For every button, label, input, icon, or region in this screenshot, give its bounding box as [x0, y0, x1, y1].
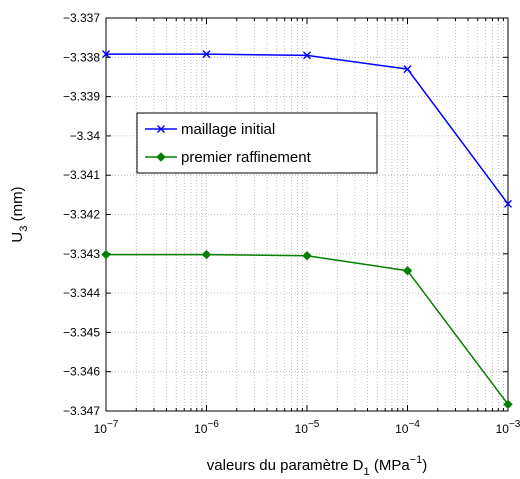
legend-box [136, 112, 378, 174]
x-axis-label-unit-close: ) [422, 457, 427, 474]
data-point [102, 50, 110, 59]
y-tick-label: −3.343 [63, 247, 100, 261]
x-tick-label: 10−5 [295, 419, 320, 436]
x-axis-label: valeurs du paramètre D1 (MPa−1) [207, 454, 427, 478]
y-tick-label: −3.344 [63, 286, 100, 300]
y-tick-label: −3.346 [63, 365, 100, 379]
series-premier-raffinement [101, 249, 513, 410]
data-point [504, 199, 512, 208]
y-tick-label: −3.339 [63, 90, 100, 104]
data-point [101, 249, 111, 260]
legend-label: maillage initial [181, 121, 275, 138]
x-tick-label: 10−7 [94, 419, 119, 436]
x-tick-label: 10−6 [194, 419, 219, 436]
y-tick-label: −3.337 [63, 11, 100, 25]
series-layer [101, 50, 513, 410]
data-point [403, 65, 412, 74]
data-point [503, 399, 513, 410]
legend-marker [156, 152, 166, 162]
y-axis-label: U3 (mm) [9, 186, 30, 242]
data-point [303, 51, 311, 60]
y-tick-label: −3.338 [63, 50, 100, 64]
grid-layer [106, 17, 508, 412]
x-axis-label-superscript: −1 [410, 454, 423, 466]
ticks-layer: −3.337 −3.338 −3.339 −3.34 −3.341 −3.342 −3.34… [63, 11, 520, 436]
x-tick-label: 10−3 [496, 419, 520, 436]
x-axis-label-subscript: 1 [364, 466, 370, 478]
data-point [302, 251, 312, 261]
legend-entry: premier raffinement [145, 149, 312, 166]
legend-label: premier raffinement [181, 149, 312, 166]
y-axis-label-main: U [9, 232, 26, 243]
y-tick-label: −3.341 [63, 168, 100, 182]
legend-marker [157, 125, 165, 133]
legend-entry: maillage initial [145, 121, 275, 138]
y-tick-label: −3.347 [63, 404, 100, 418]
x-tick-label: 10−4 [395, 419, 420, 436]
x-axis-label-main: valeurs du paramètre D [207, 457, 364, 474]
x-axis-label-unit-open: (MPa [370, 457, 411, 474]
series-maillage-initial [102, 50, 512, 208]
legend: maillage initial premier raffinement [136, 112, 378, 174]
y-tick-label: −3.342 [63, 208, 100, 222]
y-axis-label-subscript: 3 [18, 226, 30, 232]
y-tick-label: −3.345 [63, 325, 100, 339]
data-point [202, 50, 211, 59]
data-point [201, 249, 212, 260]
data-point [402, 265, 413, 276]
y-axis-label-unit: (mm) [9, 186, 26, 225]
y-tick-label: −3.34 [70, 129, 101, 143]
